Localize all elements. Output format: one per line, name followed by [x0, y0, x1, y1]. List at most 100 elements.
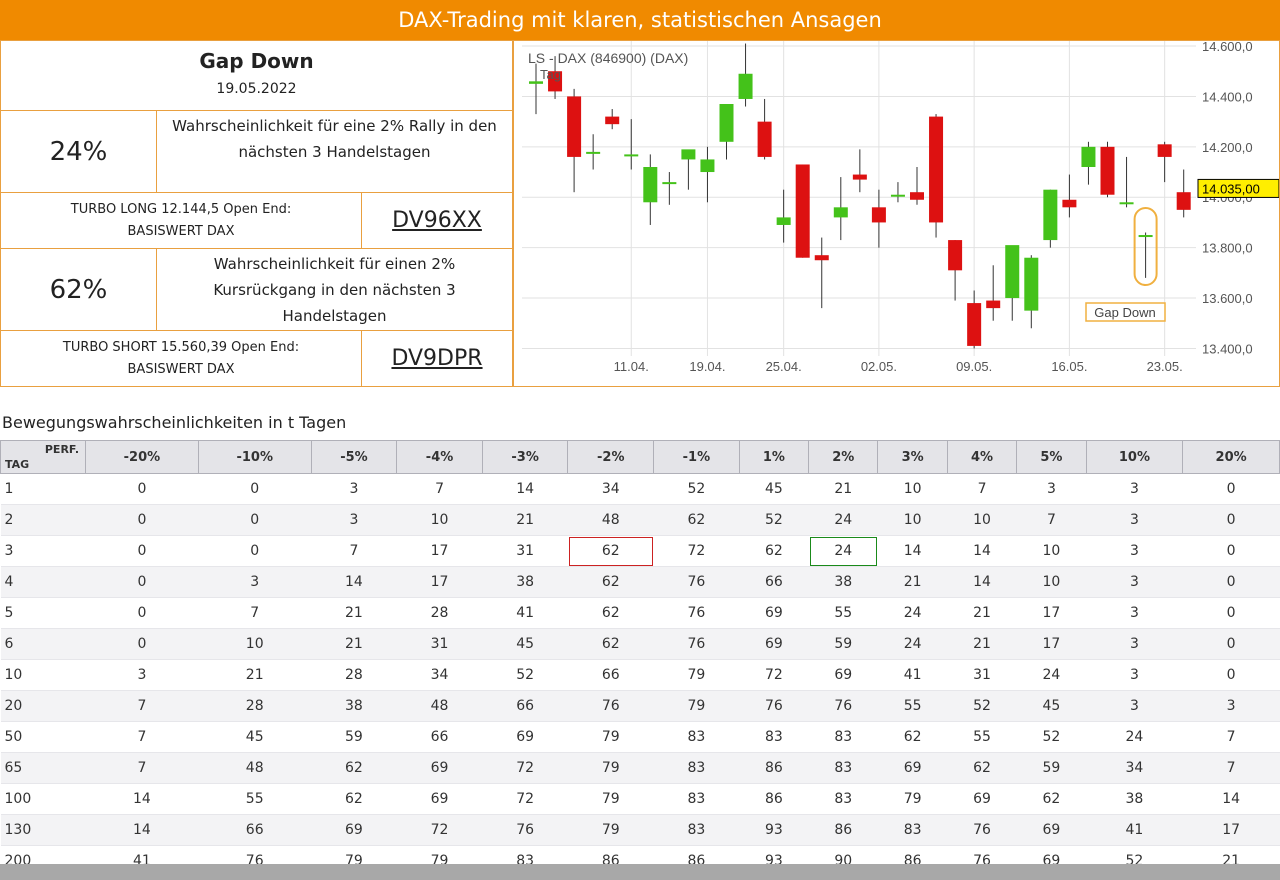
probability-cell: 72: [739, 659, 809, 691]
probability-cell: 21: [482, 504, 568, 536]
probability-cell: 45: [198, 721, 312, 753]
probability-cell: 7: [1016, 504, 1087, 536]
column-header: 4%: [946, 440, 1018, 474]
probability-cell: 3: [311, 473, 397, 505]
y-tick-label: 14.600,0: [1202, 41, 1253, 54]
long-probability: 24%: [0, 110, 157, 193]
probability-cell: 0: [1182, 659, 1280, 691]
candle-up: [1138, 235, 1153, 238]
probability-cell: 0: [1182, 473, 1280, 505]
probability-cell: 41: [1086, 814, 1183, 846]
probability-cell: 62: [311, 752, 397, 784]
horizontal-scrollbar[interactable]: [0, 864, 1280, 880]
probability-cell: 7: [85, 690, 199, 722]
probability-cell: 76: [482, 814, 568, 846]
probability-cell: 69: [808, 659, 878, 691]
probability-cell: 14: [85, 783, 199, 815]
page-banner: DAX-Trading mit klaren, statistischen An…: [0, 0, 1280, 40]
probability-cell: 79: [567, 721, 654, 753]
probability-cell: 83: [653, 814, 740, 846]
candle-up: [1024, 257, 1039, 311]
gap-down-marker: [1133, 207, 1158, 286]
column-header: 1%: [738, 440, 810, 474]
row-tag-cell: 2: [0, 504, 86, 536]
dax-chart-box: 14.600,014.400,014.200,014.000,013.800,0…: [513, 39, 1280, 387]
table-row: 5 0 7 21 28 41 62 76 69 55 24 21 17 3 0: [0, 597, 1280, 629]
candle-up: [681, 149, 696, 160]
x-tick-label: 16.05.: [1051, 359, 1087, 374]
probability-cell: 83: [808, 752, 878, 784]
probability-cell: 66: [482, 690, 568, 722]
probability-cell: 69: [396, 752, 483, 784]
short-product-link[interactable]: DV9DPR: [361, 330, 513, 387]
candle-down: [948, 240, 963, 271]
table-row: 20 7 28 38 48 66 76 79 76 76 55 52 45 3 3: [0, 690, 1280, 722]
candle-up: [1119, 202, 1134, 205]
probability-cell: 69: [482, 721, 568, 753]
x-tick-label: 23.05.: [1147, 359, 1183, 374]
probability-cell: 79: [567, 752, 654, 784]
probability-cell: 3: [1016, 473, 1087, 505]
candle-down: [986, 300, 1001, 309]
probability-cell: 52: [1016, 721, 1087, 753]
table-row: 1 0 0 3 7 14 34 52 45 21 10 7 3 3 0: [0, 473, 1280, 505]
probability-cell: 69: [739, 628, 809, 660]
long-product-link[interactable]: DV96XX: [361, 192, 513, 249]
column-header: 10%: [1085, 440, 1184, 474]
highlighted-cell-green: 24: [808, 535, 878, 567]
candle-down: [929, 116, 944, 223]
probability-cell: 62: [567, 628, 654, 660]
probability-cell: 21: [808, 473, 878, 505]
probability-cell: 24: [1086, 721, 1183, 753]
probability-cell: 0: [1182, 535, 1280, 567]
highlighted-cell-red: 62: [567, 535, 654, 567]
candle-up: [776, 217, 791, 225]
probability-cell: 52: [739, 504, 809, 536]
probability-cell: 41: [482, 597, 568, 629]
short-turbo-info: TURBO SHORT 15.560,39 Open End: BASISWER…: [0, 330, 362, 387]
probability-cell: 66: [396, 721, 483, 753]
column-header: -2%: [567, 440, 655, 474]
tag-label: TAG: [5, 458, 30, 471]
probability-cell: 45: [482, 628, 568, 660]
column-header: -3%: [481, 440, 569, 474]
probability-cell: 21: [311, 628, 397, 660]
table-row: 50 7 45 59 66 69 79 83 83 83 62 55 52 24 7: [0, 721, 1280, 753]
table-row: 4 0 3 14 17 38 62 76 66 38 21 14 10 3 0: [0, 566, 1280, 598]
probability-cell: 10: [198, 628, 312, 660]
probability-cell: 62: [567, 597, 654, 629]
probability-cell: 14: [1182, 783, 1280, 815]
probability-cell: 7: [947, 473, 1017, 505]
row-tag-cell: 65: [0, 752, 86, 784]
probability-cell: 72: [482, 752, 568, 784]
probability-cell: 10: [877, 504, 948, 536]
candle-down: [871, 207, 886, 223]
signal-title: Gap Down: [199, 49, 314, 73]
probability-cell: 48: [567, 504, 654, 536]
probability-cell: 59: [311, 721, 397, 753]
row-tag-cell: 100: [0, 783, 86, 815]
column-header: 3%: [877, 440, 948, 474]
table-header-row: PERF. TAG -20% -10% -5% -4% -3% -2% -1% 1% 2% 3% 4…: [0, 440, 1280, 474]
probability-cell: 21: [947, 628, 1017, 660]
probability-cell: 0: [85, 566, 199, 598]
probability-cell: 17: [396, 566, 483, 598]
probability-cell: 17: [1016, 597, 1087, 629]
table-row: 6 0 10 21 31 45 62 76 69 59 24 21 17 3 0: [0, 628, 1280, 660]
candle-down: [795, 164, 810, 258]
candle-up: [1081, 146, 1096, 167]
long-turbo-line2: BASISWERT DAX: [127, 223, 235, 239]
probability-cell: 0: [85, 504, 199, 536]
probability-cell: 0: [85, 473, 199, 505]
x-tick-label: 09.05.: [956, 359, 992, 374]
probability-cell: 0: [1182, 628, 1280, 660]
candle-down: [967, 303, 982, 346]
short-turbo-line1: TURBO SHORT 15.560,39 Open End:: [62, 339, 300, 355]
row-tag-cell: 130: [0, 814, 86, 846]
probability-cell: 24: [1016, 659, 1087, 691]
row-tag-cell: 1: [0, 473, 86, 505]
probability-cell: 0: [85, 597, 199, 629]
probability-cell: 34: [1086, 752, 1183, 784]
long-turbo-line1: TURBO LONG 12.144,5 Open End:: [70, 201, 292, 217]
probability-cell: 17: [396, 535, 483, 567]
